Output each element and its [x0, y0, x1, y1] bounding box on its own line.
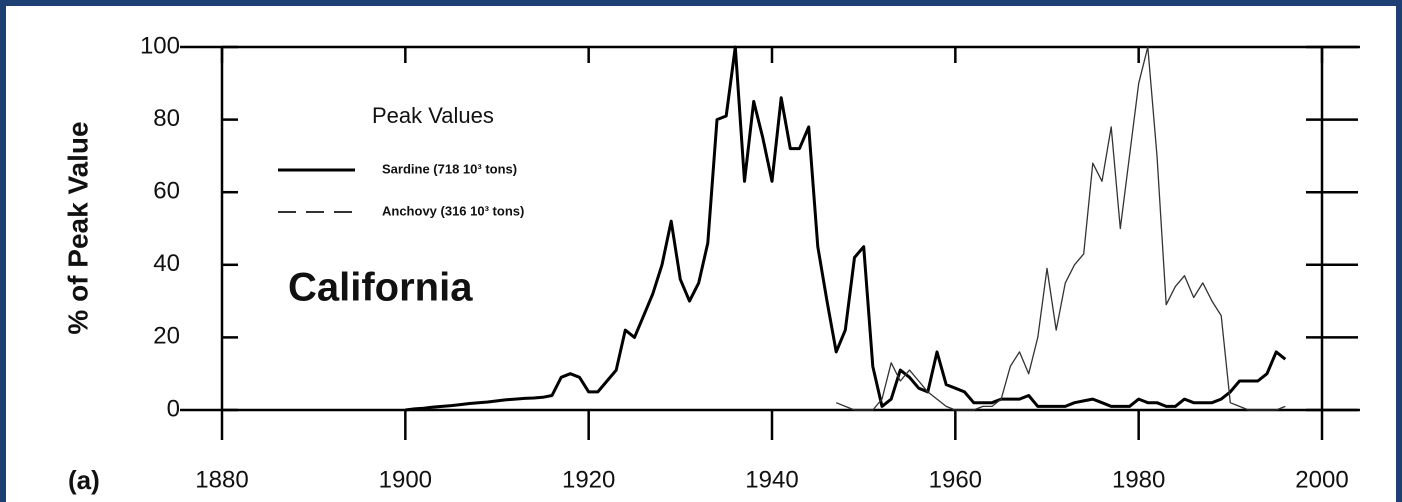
legend-title: Peak Values	[372, 103, 494, 128]
x-tick-label: 1900	[379, 466, 432, 493]
panel-label: (a)	[68, 465, 100, 495]
y-tick-label: 60	[153, 178, 180, 205]
y-tick-label: 100	[140, 32, 180, 59]
y-tick-label: 20	[153, 323, 180, 350]
y-tick-label: 0	[167, 395, 180, 422]
x-tick-label: 1960	[929, 466, 982, 493]
x-tick-label: 1880	[195, 466, 248, 493]
x-tick-label: 1920	[562, 466, 615, 493]
x-tick-label: 1940	[745, 466, 798, 493]
data-line	[835, 46, 1286, 411]
y-tick-label: 40	[153, 250, 180, 277]
legend-label: Sardine (718 10³ tons)	[382, 161, 517, 176]
annotation: California	[288, 266, 473, 310]
legend-label: Anchovy (316 10³ tons)	[382, 203, 524, 218]
x-tick-label: 2000	[1295, 466, 1348, 493]
background	[6, 6, 1396, 502]
y-tick-label: 80	[153, 105, 180, 132]
x-tick-label: 1980	[1112, 466, 1165, 493]
y-axis-label: % of Peak Value	[62, 121, 93, 334]
data-line	[405, 45, 1287, 412]
